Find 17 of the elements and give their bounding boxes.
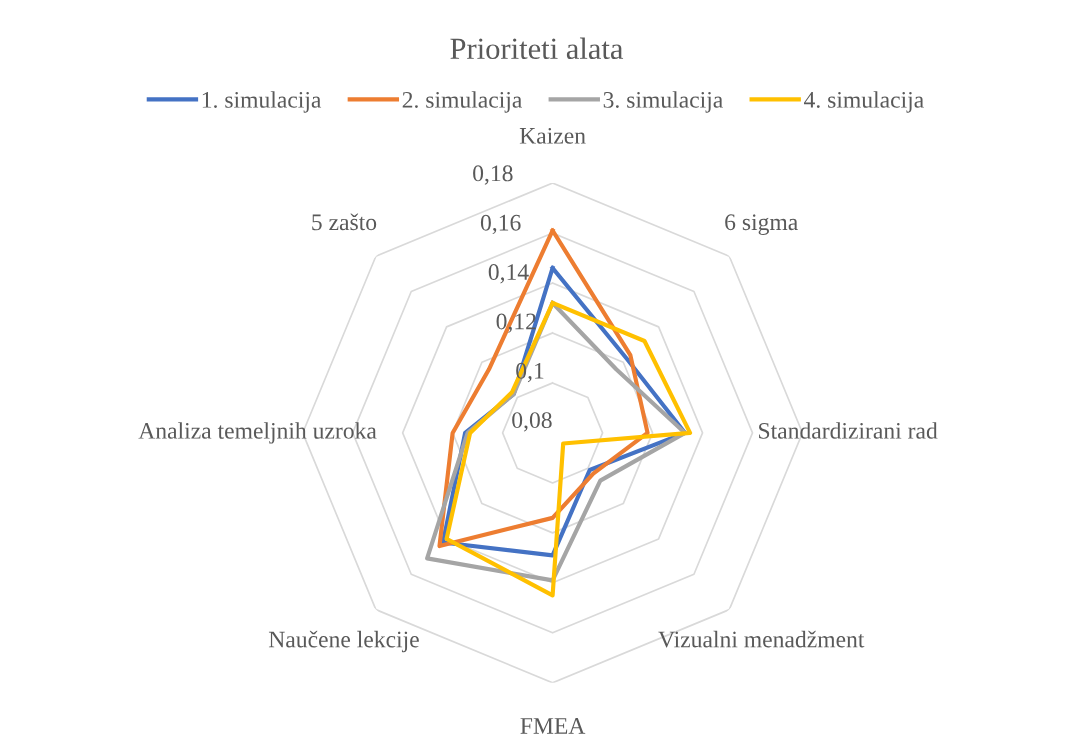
legend-label: 2. simulacija — [402, 91, 523, 113]
y-tick-label: 0,14 — [488, 264, 529, 284]
chart-title: Prioriteti alata — [450, 37, 624, 60]
spoke-label: Kaizen — [519, 127, 586, 144]
legend-label: 4. simulacija — [804, 91, 924, 113]
spoke-label: 6 sigma — [725, 214, 798, 235]
spoke-label: Naučene lekcije — [268, 630, 419, 653]
spoke-label: FMEA — [520, 718, 586, 734]
y-tick-label: 0,18 — [473, 165, 513, 185]
legend-label: 3. simulacija — [603, 91, 723, 113]
spoke-label: Vizualni menadžment — [658, 630, 865, 648]
spoke-label: Analiza temeljnih uzroka — [138, 422, 377, 444]
spoke-label: Standardizirani rad — [759, 422, 938, 439]
y-tick-label: 0,16 — [480, 214, 521, 235]
legend-label: 1. simulacija — [202, 91, 322, 113]
spoke-label: 5 zašto — [312, 213, 377, 231]
y-tick-label: 0,08 — [512, 412, 552, 432]
